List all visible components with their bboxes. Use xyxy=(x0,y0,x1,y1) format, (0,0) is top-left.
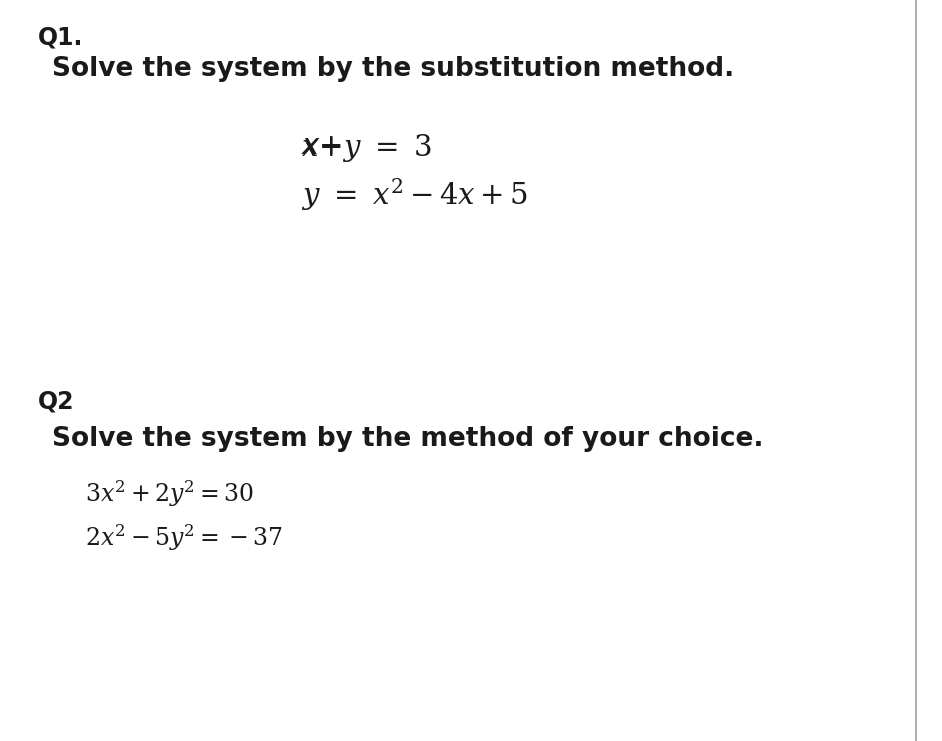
Text: $3x^2 + 2y^2 = 30$: $3x^2 + 2y^2 = 30$ xyxy=(85,478,254,508)
Text: $\mathit{x}$+: $\mathit{x}$+ xyxy=(301,132,343,160)
Text: $2x^2 - 5y^2 = -37$: $2x^2 - 5y^2 = -37$ xyxy=(85,522,283,553)
Text: Solve the system by the substitution method.: Solve the system by the substitution met… xyxy=(52,56,734,82)
Text: Q1.: Q1. xyxy=(38,26,83,50)
Text: Q2: Q2 xyxy=(38,389,74,413)
Text: $y \ = \ x^2 - 4x + 5$: $y \ = \ x^2 - 4x + 5$ xyxy=(301,176,528,213)
Text: $x\!+\!y \ = \ 3$: $x\!+\!y \ = \ 3$ xyxy=(301,132,433,164)
Text: Solve the system by the method of your choice.: Solve the system by the method of your c… xyxy=(52,426,763,452)
